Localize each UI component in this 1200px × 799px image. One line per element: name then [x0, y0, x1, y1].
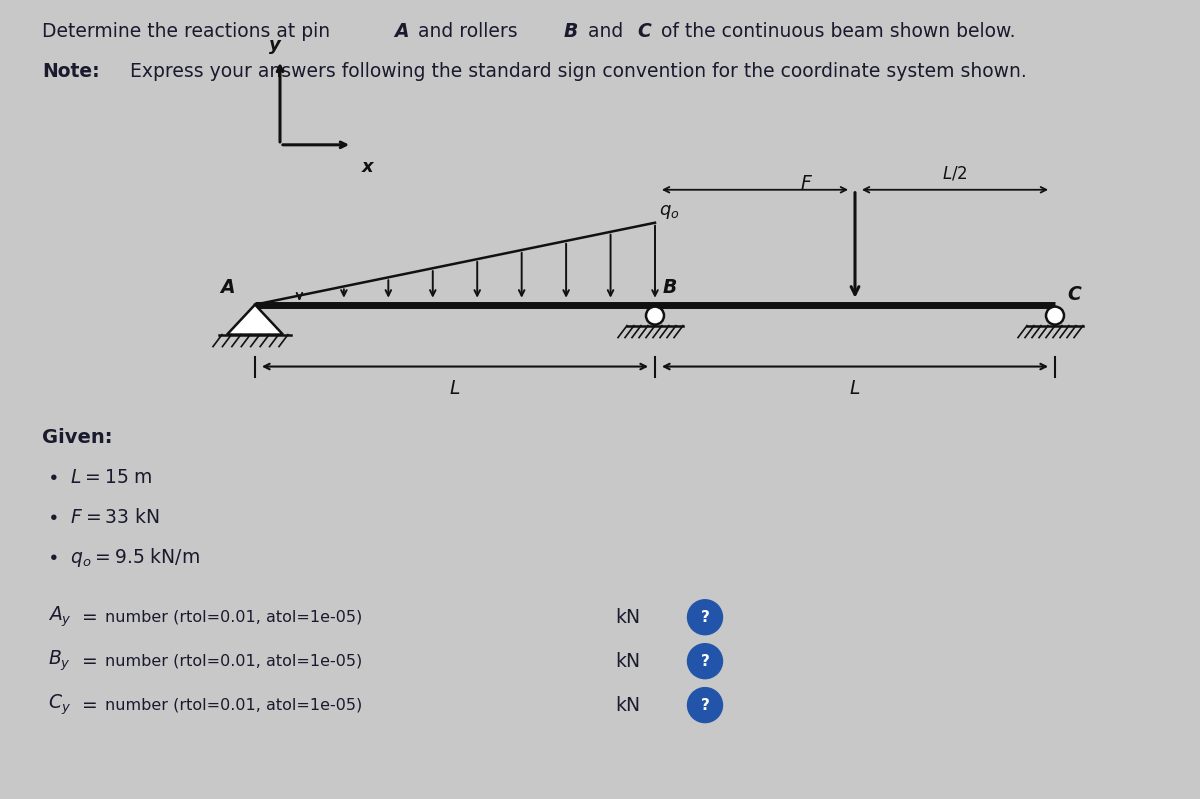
- Circle shape: [646, 307, 664, 324]
- Circle shape: [688, 644, 722, 678]
- Text: $C_y$: $C_y$: [48, 693, 71, 718]
- Text: $L$: $L$: [449, 379, 461, 398]
- Text: $L/2$: $L/2$: [942, 165, 967, 183]
- Circle shape: [688, 600, 722, 634]
- Text: $F$: $F$: [800, 174, 814, 193]
- Text: and: and: [582, 22, 629, 42]
- Text: Note:: Note:: [42, 62, 100, 81]
- Text: number (rtol=0.01, atol=1e-05): number (rtol=0.01, atol=1e-05): [106, 654, 362, 669]
- Text: =: =: [82, 696, 97, 714]
- Text: number (rtol=0.01, atol=1e-05): number (rtol=0.01, atol=1e-05): [106, 610, 362, 625]
- Text: $\bullet$  $L = 15$ m: $\bullet$ $L = 15$ m: [47, 468, 152, 487]
- Text: $B_y$: $B_y$: [48, 649, 71, 674]
- Circle shape: [1046, 307, 1064, 324]
- Text: $q_o$: $q_o$: [659, 203, 679, 221]
- Text: Determine the reactions at pin: Determine the reactions at pin: [42, 22, 336, 42]
- Text: $\bullet$  $F = 33$ kN: $\bullet$ $F = 33$ kN: [47, 508, 160, 527]
- Text: ?: ?: [701, 610, 709, 625]
- Text: kN: kN: [616, 696, 640, 714]
- Text: ?: ?: [701, 654, 709, 669]
- Text: =: =: [82, 652, 97, 670]
- Text: number (rtol=0.01, atol=1e-05): number (rtol=0.01, atol=1e-05): [106, 698, 362, 713]
- Text: Express your answers following the standard sign convention for the coordinate s: Express your answers following the stand…: [124, 62, 1027, 81]
- Text: $\bullet$  $q_o = 9.5$ kN/m: $\bullet$ $q_o = 9.5$ kN/m: [47, 546, 200, 569]
- Text: B: B: [662, 278, 677, 297]
- Text: C: C: [637, 22, 650, 42]
- Text: and rollers: and rollers: [412, 22, 523, 42]
- Text: B: B: [564, 22, 578, 42]
- Text: of the continuous beam shown below.: of the continuous beam shown below.: [655, 22, 1015, 42]
- Text: C: C: [1067, 285, 1081, 304]
- Text: $L$: $L$: [850, 379, 860, 398]
- Polygon shape: [227, 304, 283, 335]
- Text: y: y: [269, 36, 281, 54]
- Text: Given:: Given:: [42, 428, 113, 447]
- Text: A: A: [394, 22, 408, 42]
- Text: $A_y$: $A_y$: [48, 605, 72, 630]
- Text: kN: kN: [616, 608, 640, 626]
- Text: x: x: [362, 157, 374, 176]
- Text: ?: ?: [701, 698, 709, 713]
- Text: kN: kN: [616, 652, 640, 670]
- Text: A: A: [220, 278, 234, 297]
- Text: =: =: [82, 608, 97, 626]
- Circle shape: [688, 688, 722, 722]
